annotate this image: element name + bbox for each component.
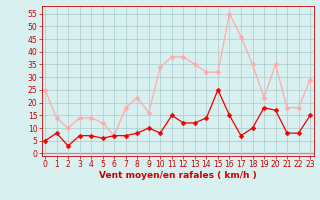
X-axis label: Vent moyen/en rafales ( km/h ): Vent moyen/en rafales ( km/h ) bbox=[99, 171, 256, 180]
